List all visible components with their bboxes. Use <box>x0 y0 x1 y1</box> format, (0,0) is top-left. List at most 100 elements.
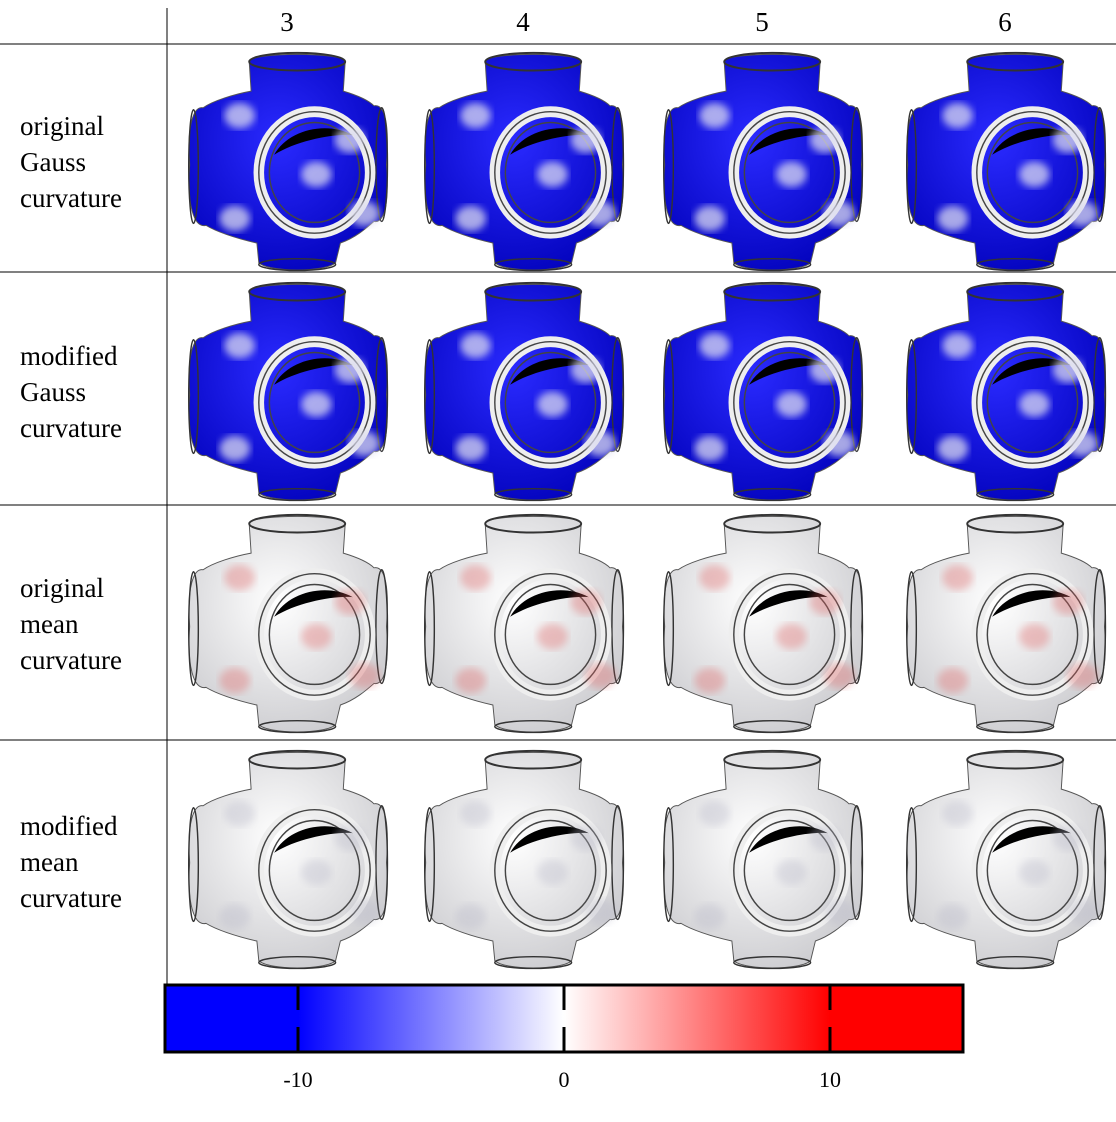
surface-render <box>664 751 863 969</box>
surface-patch <box>694 904 725 929</box>
surface-render <box>189 515 388 733</box>
column-header: 5 <box>755 7 769 37</box>
surface-render <box>189 53 388 271</box>
row-label: modified <box>20 341 118 371</box>
surface-patch <box>224 103 255 128</box>
row-label: curvature <box>20 183 122 213</box>
row-label: curvature <box>20 883 122 913</box>
surface <box>907 53 1106 271</box>
column-header: 4 <box>516 7 530 37</box>
colorbar-tick-label: 0 <box>559 1067 570 1092</box>
row-label: Gauss <box>20 147 86 177</box>
surface-render <box>425 515 624 733</box>
surface-patch <box>1053 825 1084 850</box>
surface-patch <box>455 436 486 461</box>
surface <box>425 515 624 733</box>
colorbar-tick-label: -10 <box>283 1067 312 1092</box>
surface-patch <box>694 206 725 231</box>
surface-render <box>664 283 863 501</box>
surface-patch <box>776 162 807 187</box>
surface-patch <box>224 801 255 826</box>
surface-patch <box>694 436 725 461</box>
surface-patch <box>1067 201 1098 226</box>
surface-render <box>907 53 1106 271</box>
surface-patch <box>824 201 855 226</box>
surface-patch <box>1067 431 1098 456</box>
surface-patch <box>1053 357 1084 382</box>
surface-patch <box>1067 899 1098 924</box>
surface-patch <box>699 333 730 358</box>
surface <box>189 751 388 969</box>
surface-patch <box>810 357 841 382</box>
surface-patch <box>776 624 807 649</box>
surface-patch <box>1053 589 1084 614</box>
surface-patch <box>776 860 807 885</box>
surface-render <box>664 53 863 271</box>
surface <box>425 751 624 969</box>
surface <box>664 515 863 733</box>
surface-patch <box>810 589 841 614</box>
surface-patch <box>937 668 968 693</box>
surface <box>907 515 1106 733</box>
surface-render <box>907 283 1106 501</box>
row-label: original <box>20 573 104 603</box>
row-label: modified <box>20 811 118 841</box>
figure: 3456originalGausscurvaturemodifiedGaussc… <box>0 0 1116 1122</box>
colorbar: -10 0 10 <box>165 985 963 1092</box>
surface <box>425 53 624 271</box>
column-header: 6 <box>998 7 1012 37</box>
surface-render <box>664 515 863 733</box>
surface-patch <box>824 899 855 924</box>
surface <box>664 283 863 501</box>
surface-patch <box>585 663 616 688</box>
surface-patch <box>824 431 855 456</box>
surface-render <box>189 751 388 969</box>
surface-patch <box>349 899 380 924</box>
surface-patch <box>455 668 486 693</box>
surface-patch <box>219 436 250 461</box>
surface-patch <box>699 103 730 128</box>
surface-patch <box>585 201 616 226</box>
surface-patch <box>301 392 332 417</box>
surface-render <box>907 751 1106 969</box>
row-label: original <box>20 111 104 141</box>
surface-patch <box>335 357 366 382</box>
surface-patch <box>455 904 486 929</box>
surface <box>189 515 388 733</box>
surface-patch <box>537 162 568 187</box>
surface-patch <box>942 333 973 358</box>
surface-patch <box>1019 624 1050 649</box>
surface-patch <box>224 333 255 358</box>
surface-patch <box>1019 392 1050 417</box>
surface-render <box>425 751 624 969</box>
surface-patch <box>460 103 491 128</box>
surface-patch <box>335 589 366 614</box>
surface-patch <box>455 206 486 231</box>
surface <box>664 53 863 271</box>
surface-patch <box>537 860 568 885</box>
surface-patch <box>1053 127 1084 152</box>
surface-patch <box>349 663 380 688</box>
surface-patch <box>219 904 250 929</box>
surface-patch <box>1019 860 1050 885</box>
surface-patch <box>460 333 491 358</box>
surface <box>907 751 1106 969</box>
surface-render <box>425 53 624 271</box>
surface-patch <box>824 663 855 688</box>
surface-patch <box>537 624 568 649</box>
surface-patch <box>942 565 973 590</box>
surface-patch <box>585 899 616 924</box>
colorbar-tick-label: 10 <box>819 1067 841 1092</box>
surface-render <box>907 515 1106 733</box>
surface-patch <box>224 565 255 590</box>
row-label: mean <box>20 847 79 877</box>
surface-patch <box>1019 162 1050 187</box>
surface-patch <box>776 392 807 417</box>
surface <box>907 283 1106 501</box>
surface-patch <box>537 392 568 417</box>
surface-patch <box>219 668 250 693</box>
surface-patch <box>349 201 380 226</box>
surface-patch <box>1067 663 1098 688</box>
surface-patch <box>219 206 250 231</box>
surface-patch <box>694 668 725 693</box>
